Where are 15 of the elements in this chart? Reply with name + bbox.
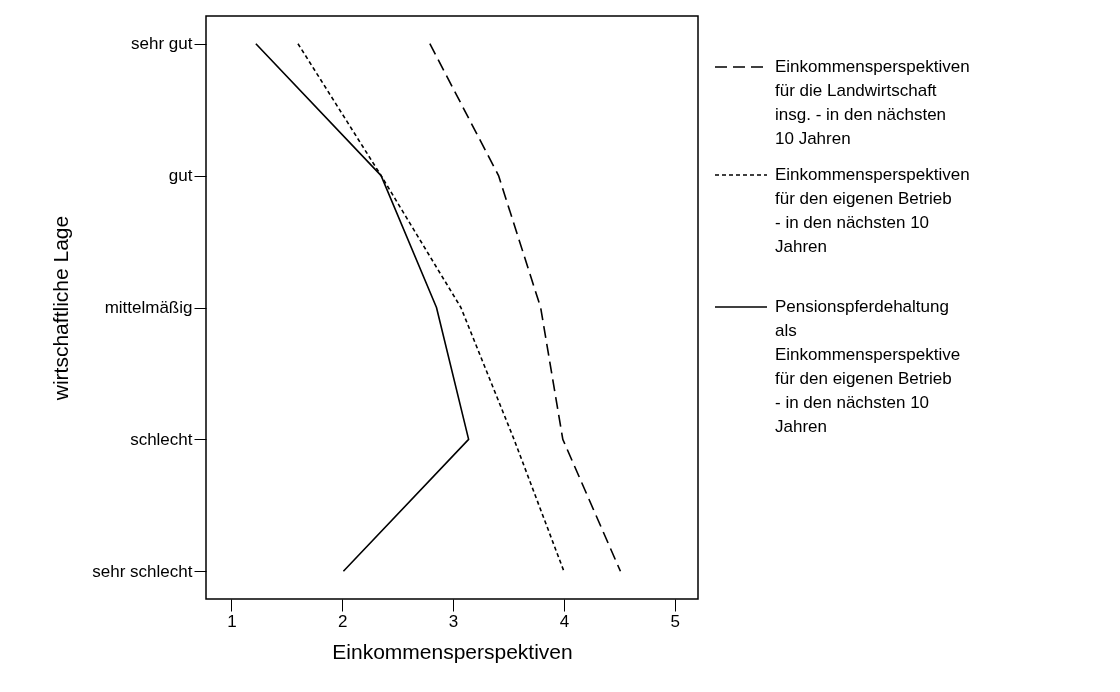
legend-label: Pensionspferdehaltung als Einkommensperspektive für den eigenen Betrieb - in den nächsten 10 Jahren [775,297,961,436]
y-tick-label: sehr gut [131,34,193,54]
x-tick-label: 2 [338,611,348,631]
x-tick-label: 4 [559,611,570,631]
x-tick-label: 5 [670,611,680,631]
x-axis-title: Einkommensperspektiven [332,639,573,663]
x-tick-label: 1 [227,611,237,631]
legend-label: Einkommensperspektiven für den eigenen Betrieb - in den nächsten 10 Jahren [775,165,970,256]
y-tick-label: schlecht [130,429,193,449]
y-axis-title: wirtschaftliche Lage [49,215,73,402]
x-tick-label: 3 [448,611,459,631]
legend-label: Einkommensperspektiven für die Landwirtschaft insg. - in den nächsten 10 Jahren [775,57,970,148]
y-tick-label: sehr schlecht [92,561,193,581]
y-tick-label: gut [168,166,193,186]
y-tick-label: mittelmäßig [104,298,193,317]
